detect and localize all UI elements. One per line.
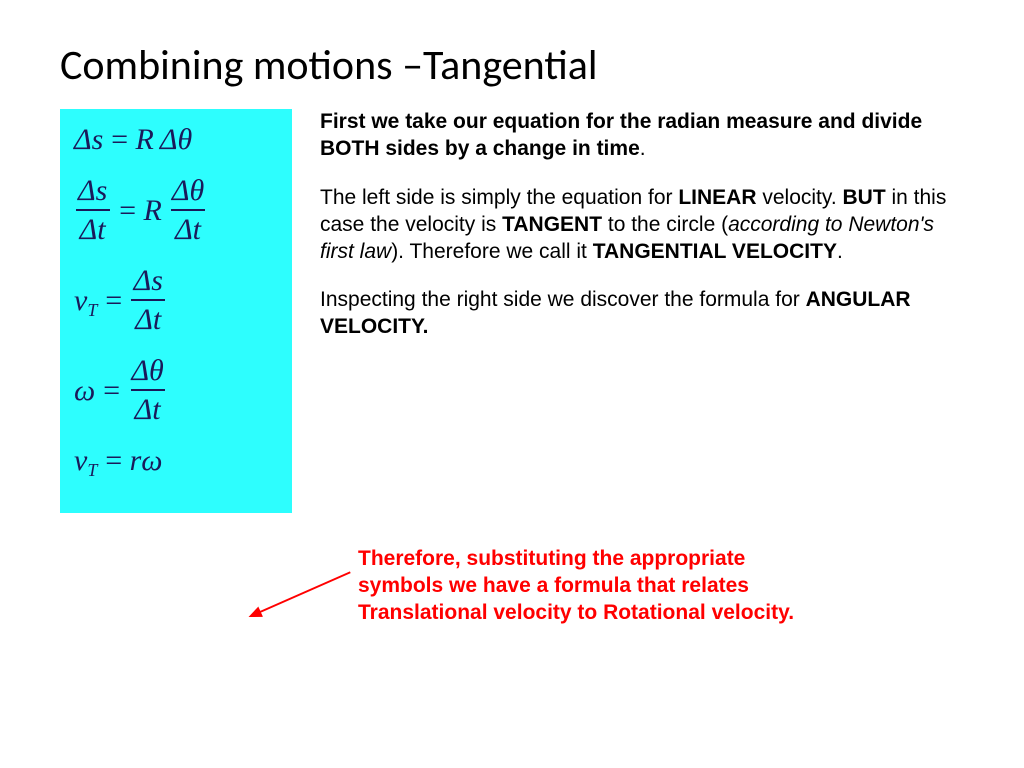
equation-5: vT = rω [74, 444, 278, 477]
p2-f: TANGENT [502, 213, 602, 236]
eq1-op: = [109, 123, 129, 156]
p2-d: BUT [842, 186, 885, 209]
eq1-var: Δθ [160, 123, 192, 156]
p2-k: . [837, 240, 843, 263]
eq4-lhs: ω [74, 374, 95, 407]
eq1-coeff: R [136, 123, 154, 156]
p2-i: ). Therefore we call it [391, 240, 593, 263]
paragraph-1: First we take our equation for the radia… [320, 109, 964, 163]
eq2-coeff: R [144, 194, 162, 227]
paragraph-3: Inspecting the right side we discover th… [320, 287, 964, 341]
arrow-icon [246, 565, 356, 625]
eq4-rhs-frac: Δθ Δt [127, 354, 167, 426]
equation-4: ω = Δθ Δt [74, 354, 278, 426]
p1-end: . [640, 137, 646, 160]
eq2-lhs-den: Δt [76, 209, 110, 246]
eq1-lhs: Δs [74, 123, 103, 156]
eq2-lhs-frac: Δs Δt [74, 174, 111, 246]
p1-bold: First we take our equation for the radia… [320, 110, 922, 160]
eq5-lhs: vT [74, 444, 97, 477]
page-title: Combining motions –Tangential [60, 40, 964, 91]
equation-1: Δs = RΔθ [74, 123, 278, 156]
p2-a: The left side is simply the equation for [320, 186, 678, 209]
eq5-op: = [103, 444, 123, 477]
eq2-rhs-den: Δt [171, 209, 205, 246]
eq3-rhs-num: Δs [130, 264, 167, 299]
equation-2: Δs Δt = R Δθ Δt [74, 174, 278, 246]
p2-b: LINEAR [678, 186, 756, 209]
content-row: Δs = RΔθ Δs Δt = R Δθ Δt vT = Δs Δt [60, 109, 964, 513]
eq2-rhs-frac: Δθ Δt [168, 174, 208, 246]
paragraph-2: The left side is simply the equation for… [320, 185, 964, 266]
eq2-op: = [117, 194, 137, 227]
equation-3: vT = Δs Δt [74, 264, 278, 336]
eq3-rhs-den: Δt [131, 299, 165, 336]
eq4-op: = [101, 374, 121, 407]
eq2-rhs-num: Δθ [168, 174, 208, 209]
explanation-column: First we take our equation for the radia… [320, 109, 964, 363]
p2-g: to the circle ( [602, 213, 728, 236]
eq3-rhs-frac: Δs Δt [130, 264, 167, 336]
eq3-lhs: vT [74, 284, 97, 317]
callout-text: Therefore, substituting the appropriate … [358, 546, 818, 627]
p3-a: Inspecting the right side we discover th… [320, 288, 806, 311]
p2-j: TANGENTIAL VELOCITY [593, 240, 837, 263]
eq5-rhs: rω [130, 444, 163, 477]
eq2-lhs-num: Δs [74, 174, 111, 209]
p2-c: velocity. [757, 186, 843, 209]
eq4-rhs-num: Δθ [127, 354, 167, 389]
eq3-op: = [103, 284, 123, 317]
formula-panel: Δs = RΔθ Δs Δt = R Δθ Δt vT = Δs Δt [60, 109, 292, 513]
eq4-rhs-den: Δt [131, 389, 165, 426]
